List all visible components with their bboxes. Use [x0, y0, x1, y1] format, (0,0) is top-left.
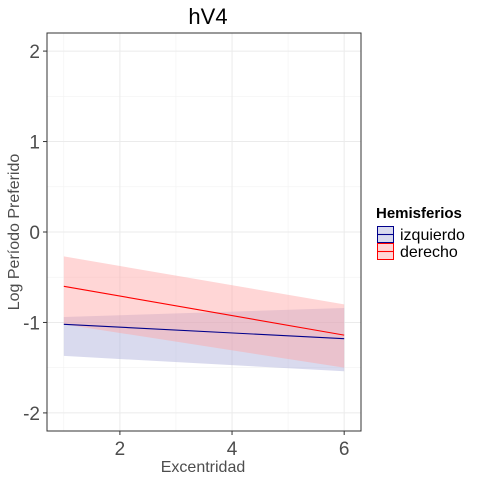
- y-axis-title: Log Período Preferido: [6, 154, 23, 311]
- x-axis-tick-labels: 2 4 6: [115, 439, 350, 460]
- ribbon-izquierdo: [63, 307, 345, 372]
- confidence-ribbons: [63, 256, 345, 372]
- grid-major: [47, 33, 361, 431]
- y-tick-label: 0: [29, 223, 40, 244]
- legend-label-izquierdo: izquierdo: [400, 227, 465, 244]
- ribbon-derecho: [63, 256, 345, 368]
- line-derecho: [63, 285, 345, 336]
- x-tick-label: 6: [339, 439, 350, 460]
- legend-item-izquierdo: izquierdo: [377, 226, 465, 244]
- x-tick-label: 2: [115, 439, 126, 460]
- legend-item-derecho: derecho: [377, 243, 458, 261]
- series-lines: [63, 285, 345, 340]
- legend-title: Hemisferios: [376, 205, 462, 222]
- x-axis-title: Excentridad: [161, 459, 246, 476]
- y-axis-tick-labels: -2 -1 0 1 2: [23, 42, 40, 425]
- axis-ticks: [43, 50, 345, 435]
- y-tick-label: 1: [29, 133, 40, 154]
- y-tick-label: 2: [29, 42, 40, 63]
- chart-title: hV4: [188, 4, 227, 29]
- y-tick-label: -2: [23, 404, 40, 425]
- y-tick-label: -1: [23, 313, 40, 334]
- line-izquierdo: [63, 323, 345, 340]
- legend-label-derecho: derecho: [400, 244, 458, 261]
- x-tick-label: 4: [227, 439, 238, 460]
